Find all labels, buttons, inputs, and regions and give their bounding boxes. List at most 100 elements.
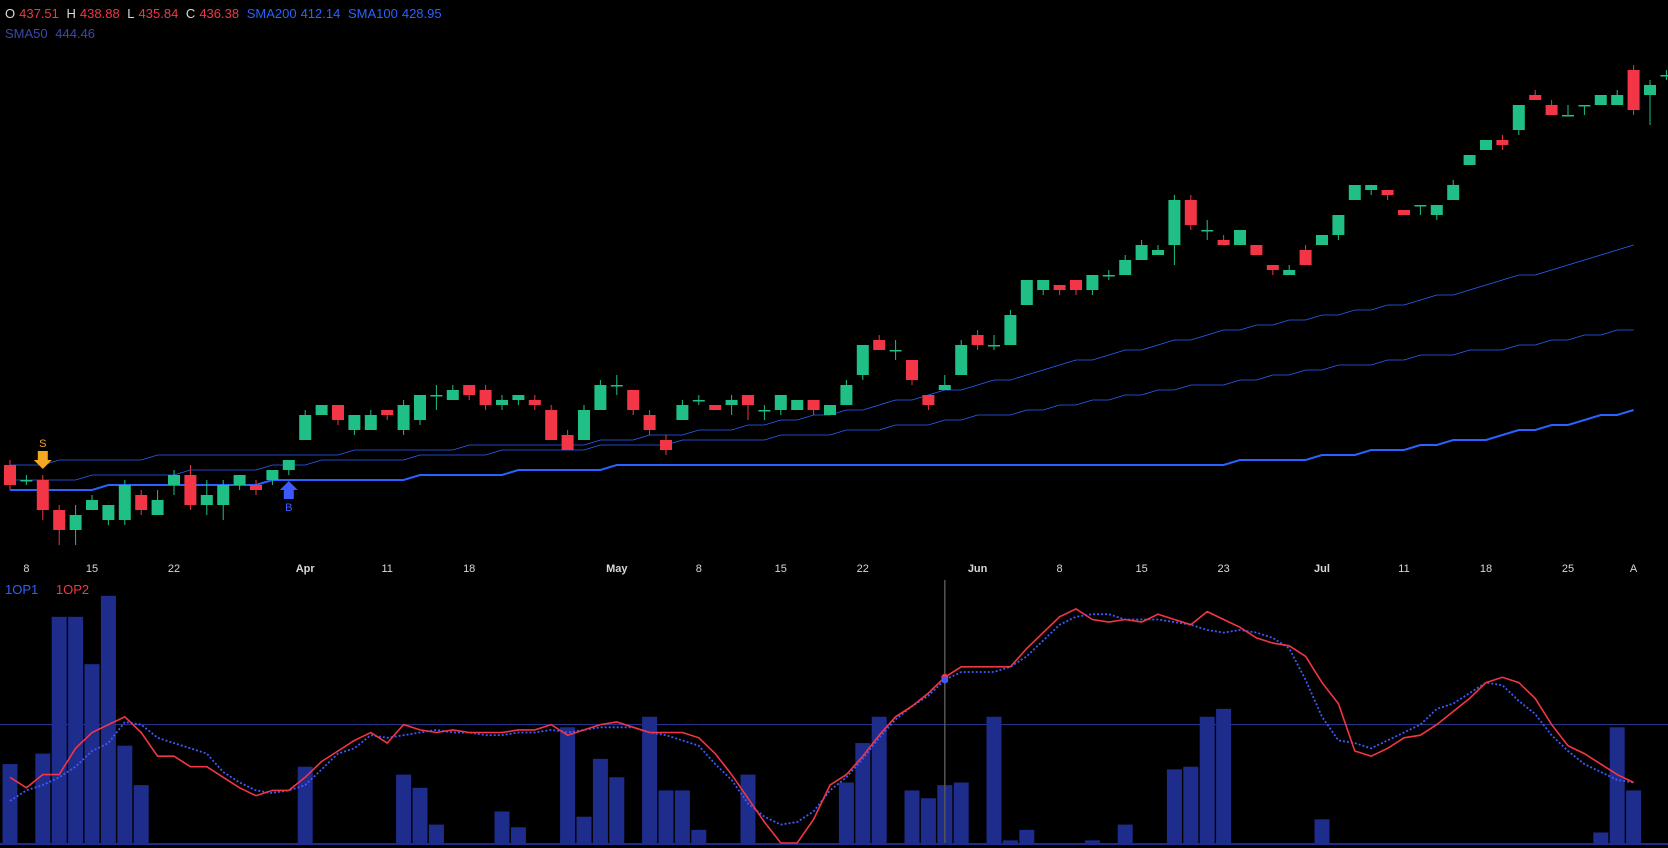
candle-body xyxy=(791,400,804,410)
sma200-line xyxy=(10,409,1634,491)
x-tick-label: A xyxy=(1630,563,1638,575)
histogram-bar xyxy=(51,616,67,843)
candle-body xyxy=(250,485,262,490)
candle-body xyxy=(742,395,754,405)
candle-body xyxy=(545,410,558,440)
sell-signal-label: S xyxy=(39,438,46,450)
histogram-bar xyxy=(133,785,149,843)
x-tick-label: 22 xyxy=(168,563,180,575)
candle-body xyxy=(1234,230,1246,245)
candle-body xyxy=(414,395,426,420)
candle-body xyxy=(184,475,197,505)
candle-body xyxy=(594,385,607,410)
candle-body xyxy=(971,335,984,345)
sell-arrow-icon xyxy=(33,451,52,469)
candle-body xyxy=(315,405,328,415)
candle-body xyxy=(824,405,836,415)
candle-body xyxy=(1562,115,1574,117)
x-tick-label: 18 xyxy=(1480,563,1492,575)
candle-body xyxy=(266,470,279,480)
sma50-legend: SMA50 444.46 xyxy=(5,26,99,41)
candle-body xyxy=(758,410,771,412)
x-tick-label: 8 xyxy=(1057,563,1063,575)
histogram-bar xyxy=(412,787,428,843)
histogram-bar xyxy=(35,753,51,843)
x-tick-label: May xyxy=(606,563,628,575)
sma200-label: SMA200 xyxy=(246,6,297,21)
sma100-label: SMA100 xyxy=(347,6,398,21)
candle-body xyxy=(299,415,312,440)
candle-body xyxy=(1594,95,1607,105)
x-tick-label: 22 xyxy=(857,563,869,575)
candle-body xyxy=(807,400,820,410)
candle-body xyxy=(528,400,541,405)
high-value: 438.88 xyxy=(79,6,120,21)
candle-body xyxy=(922,395,935,405)
histogram-bar xyxy=(117,745,133,843)
open-value: 437.51 xyxy=(19,6,59,21)
x-tick-label: Jun xyxy=(968,563,988,575)
op1-crosshair-dot xyxy=(941,676,949,684)
histogram-bar xyxy=(986,716,1002,843)
candle-body xyxy=(1020,280,1033,305)
candle-body xyxy=(496,400,508,405)
candle-body xyxy=(1102,275,1115,277)
candle-body xyxy=(1365,185,1378,190)
x-tick-label: Apr xyxy=(296,563,316,575)
candle-body xyxy=(1053,285,1066,290)
candle-body xyxy=(1217,240,1230,245)
histogram-bar xyxy=(920,798,936,843)
candle-body xyxy=(1463,155,1476,165)
candle-body xyxy=(1414,205,1427,207)
candle-body xyxy=(1430,205,1443,215)
candle-body xyxy=(643,415,656,430)
candle-body xyxy=(200,495,213,505)
candle-body xyxy=(561,435,574,450)
histogram-bar xyxy=(396,774,412,843)
candle-body xyxy=(1004,315,1017,345)
candle-body xyxy=(69,515,82,530)
candle-body xyxy=(233,475,246,485)
candle-body xyxy=(1332,215,1345,235)
candle-body xyxy=(660,440,672,450)
candle-body xyxy=(774,395,787,410)
candle-body xyxy=(578,410,590,440)
candle-body xyxy=(988,345,1000,347)
candle-body xyxy=(1398,210,1410,215)
candle-body xyxy=(217,485,230,505)
candle-body xyxy=(282,460,295,470)
candle-body xyxy=(446,390,459,400)
candle-body xyxy=(53,510,66,530)
candle-body xyxy=(1119,260,1132,275)
candle-body xyxy=(118,485,131,520)
low-label: L xyxy=(127,6,135,21)
x-tick-label: 15 xyxy=(775,563,787,575)
x-tick-label: 11 xyxy=(1398,563,1409,575)
x-tick-label: 11 xyxy=(381,563,392,575)
candle-body xyxy=(1660,75,1668,77)
candle-body xyxy=(692,400,705,402)
op1-line xyxy=(9,613,1634,826)
histogram-bar xyxy=(1002,840,1018,843)
histogram-bar xyxy=(609,777,625,843)
op1-legend-label: 1OP1 xyxy=(5,582,39,597)
histogram-bar xyxy=(1084,840,1100,843)
close-value: 436.38 xyxy=(199,6,240,21)
candle-body xyxy=(381,410,394,415)
candle-body xyxy=(1611,95,1624,105)
histogram-bar xyxy=(1117,824,1133,843)
candle-body xyxy=(168,475,180,485)
candle-body xyxy=(1447,185,1460,200)
low-value: 435.84 xyxy=(138,6,179,21)
histogram-bar xyxy=(674,790,690,843)
candle-body xyxy=(348,415,361,430)
candle-body xyxy=(1184,200,1197,225)
candle-body xyxy=(86,500,98,510)
candle-body xyxy=(627,390,640,410)
x-tick-label: 8 xyxy=(696,563,702,575)
candle-body xyxy=(856,345,869,375)
candle-body xyxy=(840,385,853,405)
histogram-bar xyxy=(658,790,674,843)
candle-body xyxy=(725,400,738,405)
